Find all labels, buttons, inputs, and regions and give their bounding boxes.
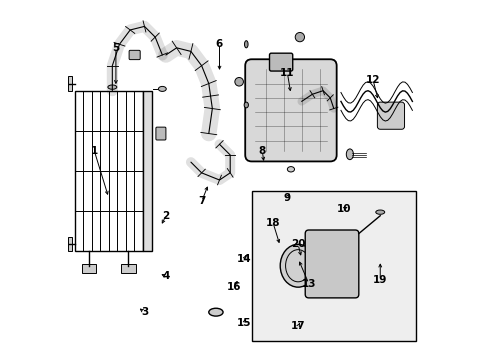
Bar [121,264,135,273]
Text: 19: 19 [372,275,386,285]
Ellipse shape [244,41,247,48]
Bar [67,237,72,251]
Text: 11: 11 [280,68,294,78]
Text: 8: 8 [258,147,265,157]
Circle shape [234,77,243,86]
Text: 18: 18 [265,218,280,228]
Ellipse shape [108,85,117,89]
Text: 20: 20 [290,239,305,249]
Text: 7: 7 [198,197,205,206]
Text: 16: 16 [226,282,241,292]
FancyBboxPatch shape [377,102,404,129]
Text: 5: 5 [112,43,119,53]
Text: 6: 6 [215,39,223,49]
FancyBboxPatch shape [244,59,336,161]
FancyBboxPatch shape [156,127,165,140]
FancyBboxPatch shape [269,53,292,71]
Text: 17: 17 [290,321,305,332]
FancyBboxPatch shape [305,230,358,298]
FancyBboxPatch shape [129,50,140,60]
Text: 15: 15 [237,318,251,328]
Ellipse shape [287,167,294,172]
Ellipse shape [375,210,384,214]
Text: 1: 1 [91,147,98,157]
Bar [75,91,142,251]
Circle shape [295,32,304,42]
Bar [251,191,415,341]
Ellipse shape [208,308,223,316]
Bar [82,264,96,273]
Ellipse shape [258,193,269,200]
Text: 12: 12 [365,75,380,85]
Text: 14: 14 [237,253,251,264]
Text: 10: 10 [337,203,351,213]
Text: 9: 9 [283,193,290,203]
Text: 13: 13 [301,279,315,289]
Ellipse shape [244,102,248,108]
Ellipse shape [158,86,166,91]
Ellipse shape [280,244,315,287]
Text: 4: 4 [162,271,169,282]
Bar [67,76,72,91]
Ellipse shape [346,149,353,159]
Bar [142,91,151,251]
Text: 3: 3 [141,307,148,317]
Text: 2: 2 [162,211,169,221]
